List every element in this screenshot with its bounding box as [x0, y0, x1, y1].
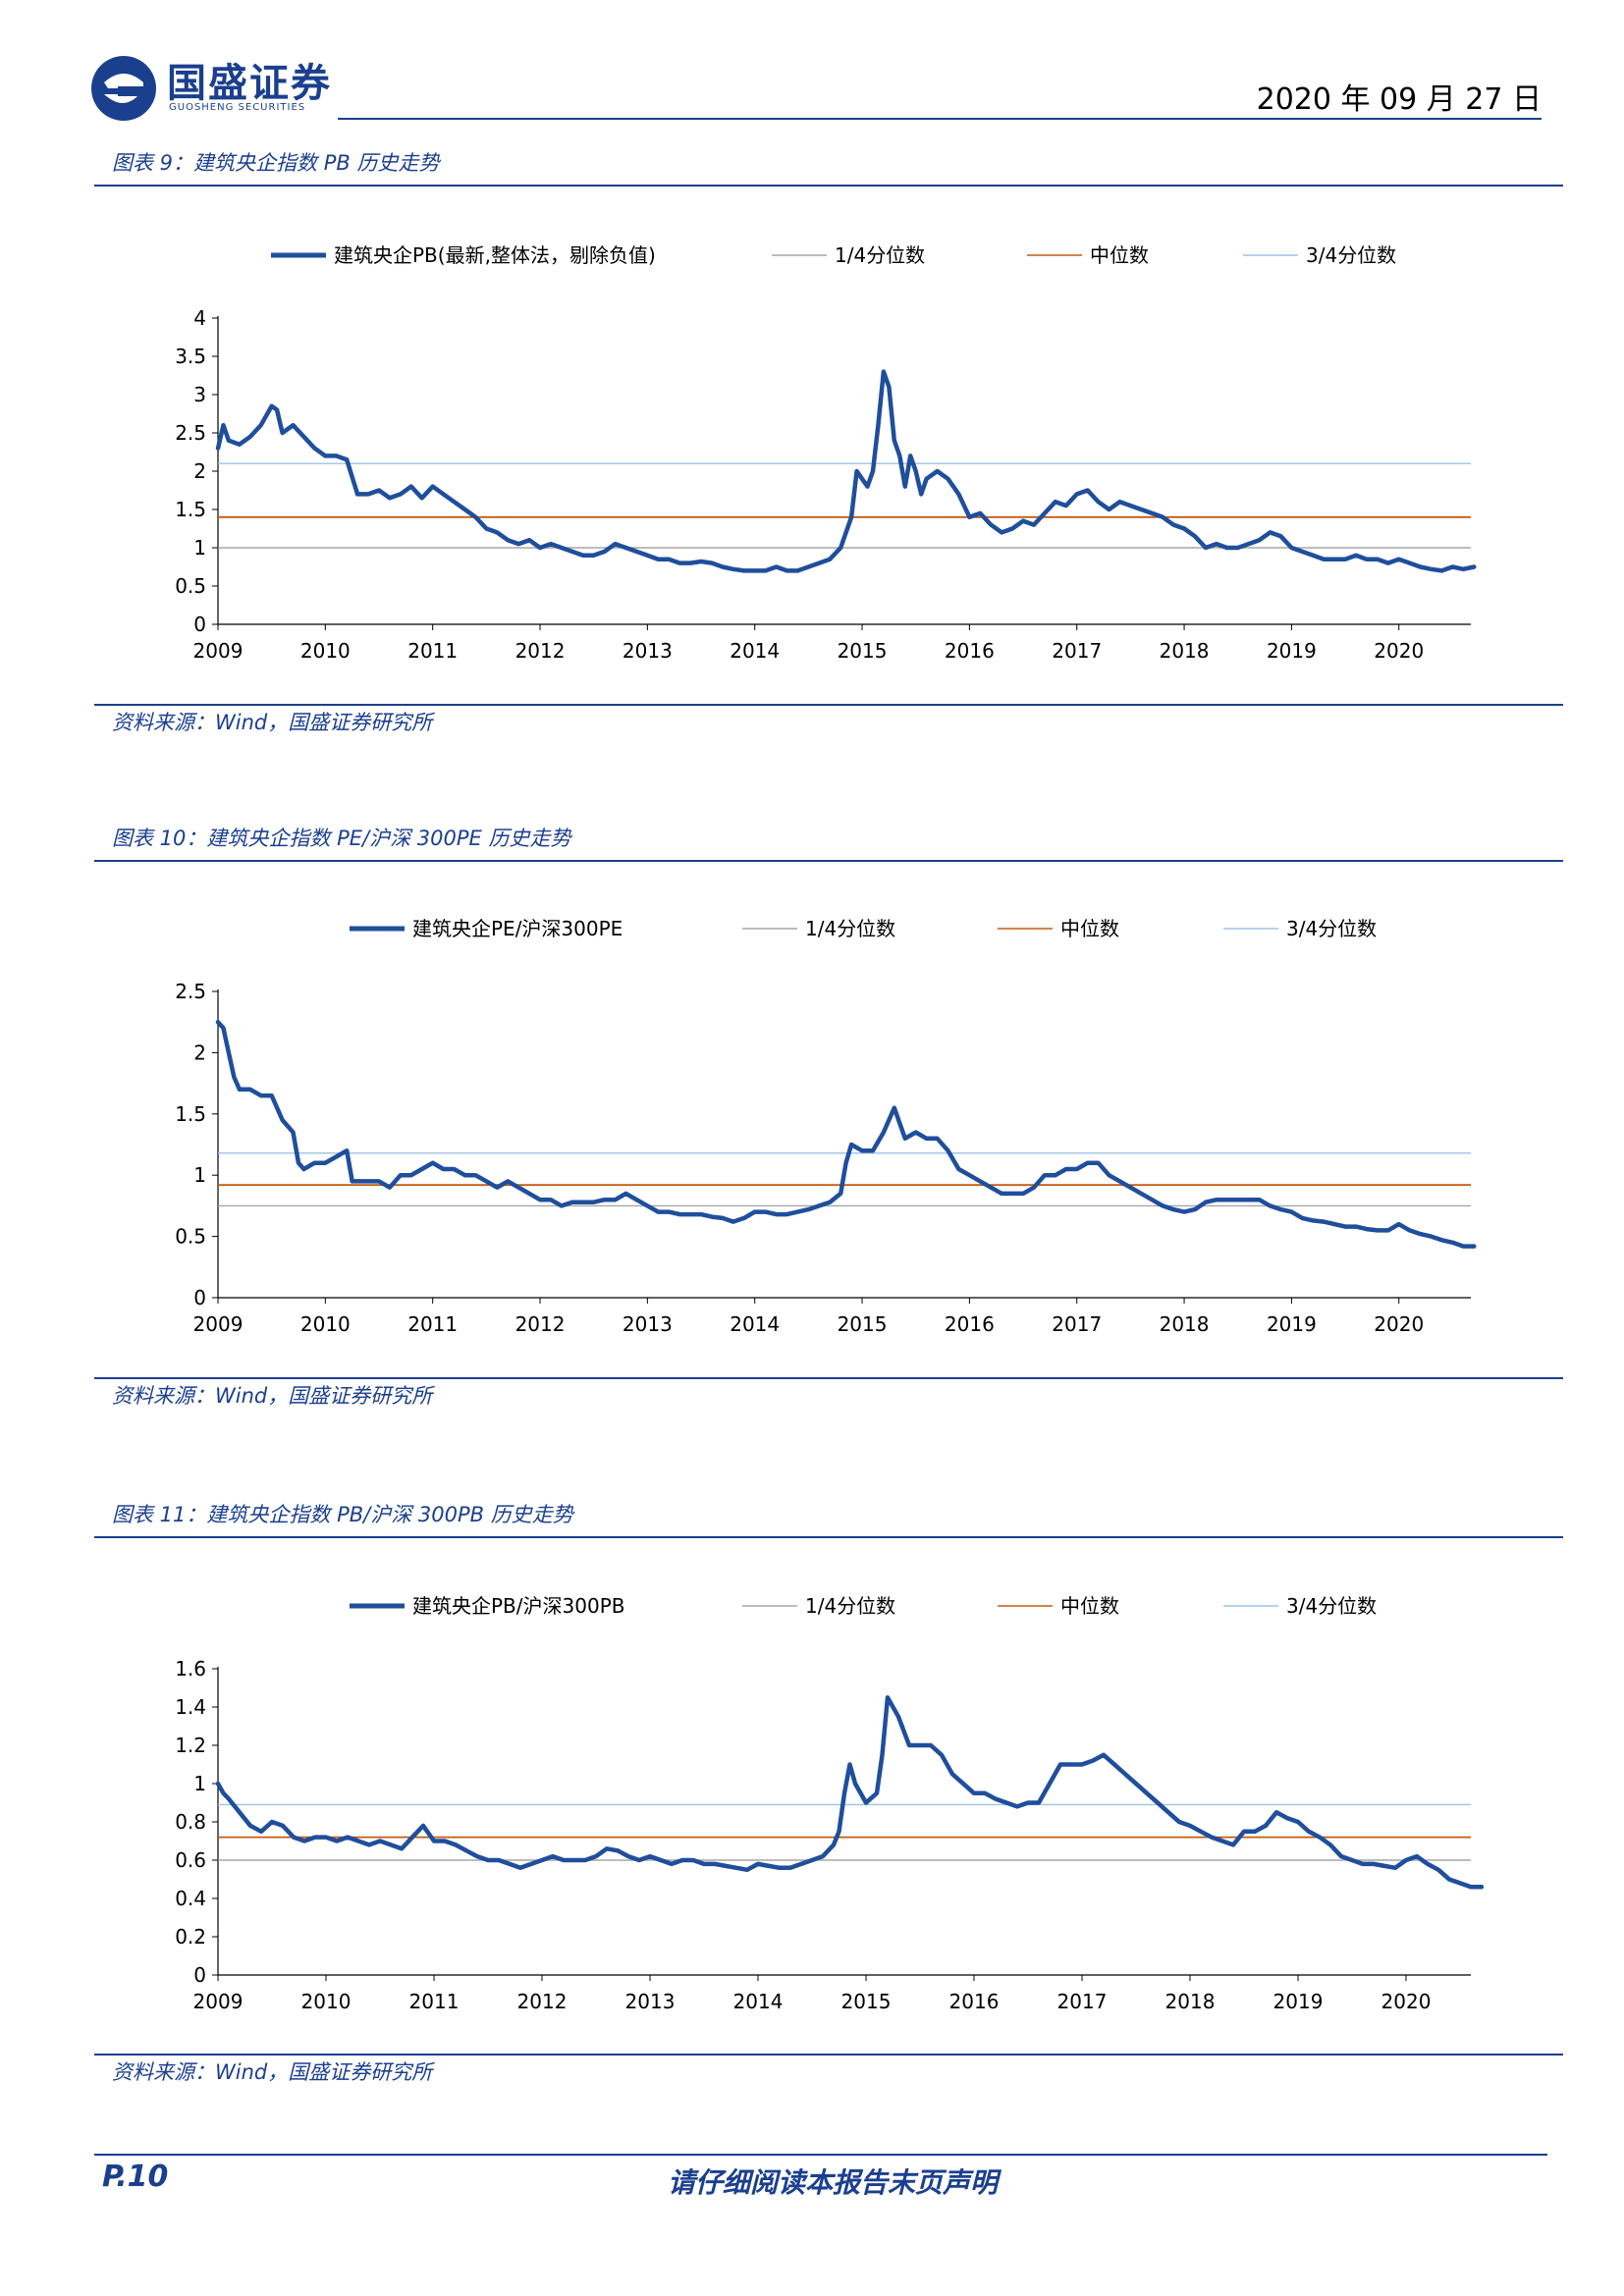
- x-tick-label: 2017: [1052, 639, 1102, 663]
- caption-rule-9: [94, 185, 1563, 187]
- x-tick-label: 2015: [841, 1990, 892, 2013]
- chart-caption-10: 图表 10：建筑央企指数 PE/沪深 300PE 历史走势: [112, 827, 571, 850]
- x-tick-label: 2010: [301, 1990, 352, 2013]
- y-tick-label: 1: [193, 1772, 206, 1795]
- y-tick-label: 0.5: [175, 574, 206, 598]
- y-tick-label: 1: [193, 536, 206, 560]
- series-line-main: [215, 369, 1477, 573]
- x-tick-label: 2014: [733, 1990, 784, 2013]
- logo-mark-icon: [91, 56, 156, 121]
- y-tick-label: 1.2: [175, 1734, 206, 1757]
- x-tick-label: 2017: [1052, 1312, 1102, 1336]
- y-tick-label: 0: [193, 1286, 206, 1309]
- y-tick-label: 0: [193, 1963, 206, 1987]
- y-tick-label: 3: [193, 383, 206, 406]
- x-tick-label: 2013: [623, 1312, 673, 1336]
- disclaimer-note: 请仔细阅读本报告末页声明: [668, 2166, 999, 2199]
- chart-pb-ratio: 建筑央企PB/沪深300PB 1/4分位数 中位数 3/4分位数 0 0.2 0.4 0.6 0…: [175, 1594, 1485, 2013]
- footer-rule: [94, 2154, 1547, 2156]
- logo-cn: 国盛证券: [167, 61, 332, 106]
- series-line-main: [215, 1695, 1485, 1890]
- x-tick-label: 2015: [838, 1312, 888, 1336]
- y-tick-label: 1.6: [175, 1657, 206, 1681]
- x-tick-label: 2009: [193, 1312, 244, 1336]
- x-tick-label: 2020: [1374, 1312, 1424, 1336]
- y-tick-label: 2: [193, 459, 206, 483]
- x-tick-label: 2009: [193, 1990, 244, 2013]
- chart-caption-11: 图表 11：建筑央企指数 PB/沪深 300PB 历史走势: [112, 1503, 573, 1526]
- source-rule-11: [94, 2054, 1563, 2056]
- x-tick-label: 2011: [407, 639, 458, 663]
- x-tick-label: 2016: [949, 1990, 1000, 2013]
- header-rule: [338, 118, 1542, 120]
- source-note-10: 资料来源：Wind，国盛证券研究所: [112, 1384, 433, 1408]
- y-tick-label: 0.4: [175, 1887, 206, 1910]
- y-tick-label: 1.5: [175, 498, 206, 521]
- chart-caption-9: 图表 9：建筑央企指数 PB 历史走势: [112, 151, 440, 175]
- chart-pe-ratio: 建筑央企PE/沪深300PE 1/4分位数 中位数 3/4分位数 0 0.5 1 1.5 2 2.…: [175, 917, 1477, 1336]
- legend-label-main: 建筑央企PE/沪深300PE: [412, 917, 623, 940]
- x-tick-label: 2013: [625, 1990, 676, 2013]
- y-tick-label: 1.5: [175, 1102, 206, 1126]
- legend-label-q3: 3/4分位数: [1286, 917, 1377, 940]
- report-date: 2020 年 09 月 27 日: [1256, 82, 1542, 117]
- y-tick-label: 0.8: [175, 1810, 206, 1834]
- x-tick-label: 2020: [1374, 639, 1424, 663]
- y-tick-label: 2.5: [175, 421, 206, 445]
- x-tick-label: 2020: [1381, 1990, 1432, 2013]
- logo-en: GUOSHENG SECURITIES: [169, 102, 306, 113]
- x-tick-label: 2017: [1057, 1990, 1108, 2013]
- y-tick-label: 1.4: [175, 1695, 206, 1719]
- y-tick-label: 2.5: [175, 980, 206, 1003]
- y-tick-label: 2: [193, 1041, 206, 1064]
- y-tick-label: 0.2: [175, 1925, 206, 1949]
- x-tick-label: 2011: [407, 1312, 458, 1336]
- legend-label-q1: 1/4分位数: [835, 243, 925, 267]
- caption-rule-11: [94, 1536, 1563, 1538]
- x-tick-label: 2010: [300, 1312, 351, 1336]
- page-number: P.10: [102, 2160, 169, 2194]
- x-tick-label: 2019: [1273, 1990, 1324, 2013]
- legend-label-median: 中位数: [1060, 1594, 1119, 1618]
- x-tick-label: 2012: [517, 1990, 568, 2013]
- x-tick-label: 2016: [945, 1312, 995, 1336]
- x-tick-label: 2018: [1165, 1990, 1216, 2013]
- x-tick-label: 2010: [300, 639, 351, 663]
- y-tick-label: 3.5: [175, 345, 206, 368]
- x-tick-label: 2018: [1160, 639, 1210, 663]
- x-tick-label: 2013: [623, 639, 673, 663]
- source-note-9: 资料来源：Wind，国盛证券研究所: [112, 711, 433, 734]
- legend-label-median: 中位数: [1060, 917, 1119, 940]
- y-tick-label: 1: [193, 1163, 206, 1187]
- source-rule-9: [94, 704, 1563, 706]
- source-rule-10: [94, 1377, 1563, 1379]
- x-tick-label: 2011: [409, 1990, 460, 2013]
- chart-pb: 建筑央企PB(最新,整体法，剔除负值) 1/4分位数 中位数 3/4分位数 0 0.5 1 1…: [175, 243, 1477, 663]
- x-tick-label: 2009: [193, 639, 244, 663]
- legend-label-q1: 1/4分位数: [805, 1594, 895, 1618]
- x-tick-label: 2018: [1160, 1312, 1210, 1336]
- x-tick-label: 2014: [730, 639, 780, 663]
- legend-label-main: 建筑央企PB/沪深300PB: [412, 1594, 624, 1618]
- x-tick-label: 2015: [838, 639, 888, 663]
- y-tick-label: 0.5: [175, 1225, 206, 1249]
- x-tick-label: 2016: [945, 639, 995, 663]
- x-tick-label: 2014: [730, 1312, 780, 1336]
- x-tick-label: 2012: [515, 1312, 566, 1336]
- series-line-main: [215, 1019, 1477, 1249]
- y-tick-label: 0: [193, 613, 206, 636]
- legend-label-main: 建筑央企PB(最新,整体法，剔除负值): [334, 243, 656, 267]
- x-tick-label: 2019: [1267, 1312, 1317, 1336]
- y-tick-label: 0.6: [175, 1848, 206, 1872]
- x-tick-label: 2019: [1267, 639, 1317, 663]
- legend-label-median: 中位数: [1090, 243, 1149, 267]
- source-note-11: 资料来源：Wind，国盛证券研究所: [112, 2060, 433, 2084]
- legend-label-q3: 3/4分位数: [1286, 1594, 1377, 1618]
- legend-label-q3: 3/4分位数: [1306, 243, 1396, 267]
- x-tick-label: 2012: [515, 639, 566, 663]
- legend-label-q1: 1/4分位数: [805, 917, 895, 940]
- caption-rule-10: [94, 860, 1563, 862]
- logo: 国盛证券 GUOSHENG SECURITIES: [88, 51, 383, 130]
- y-tick-label: 4: [193, 306, 206, 330]
